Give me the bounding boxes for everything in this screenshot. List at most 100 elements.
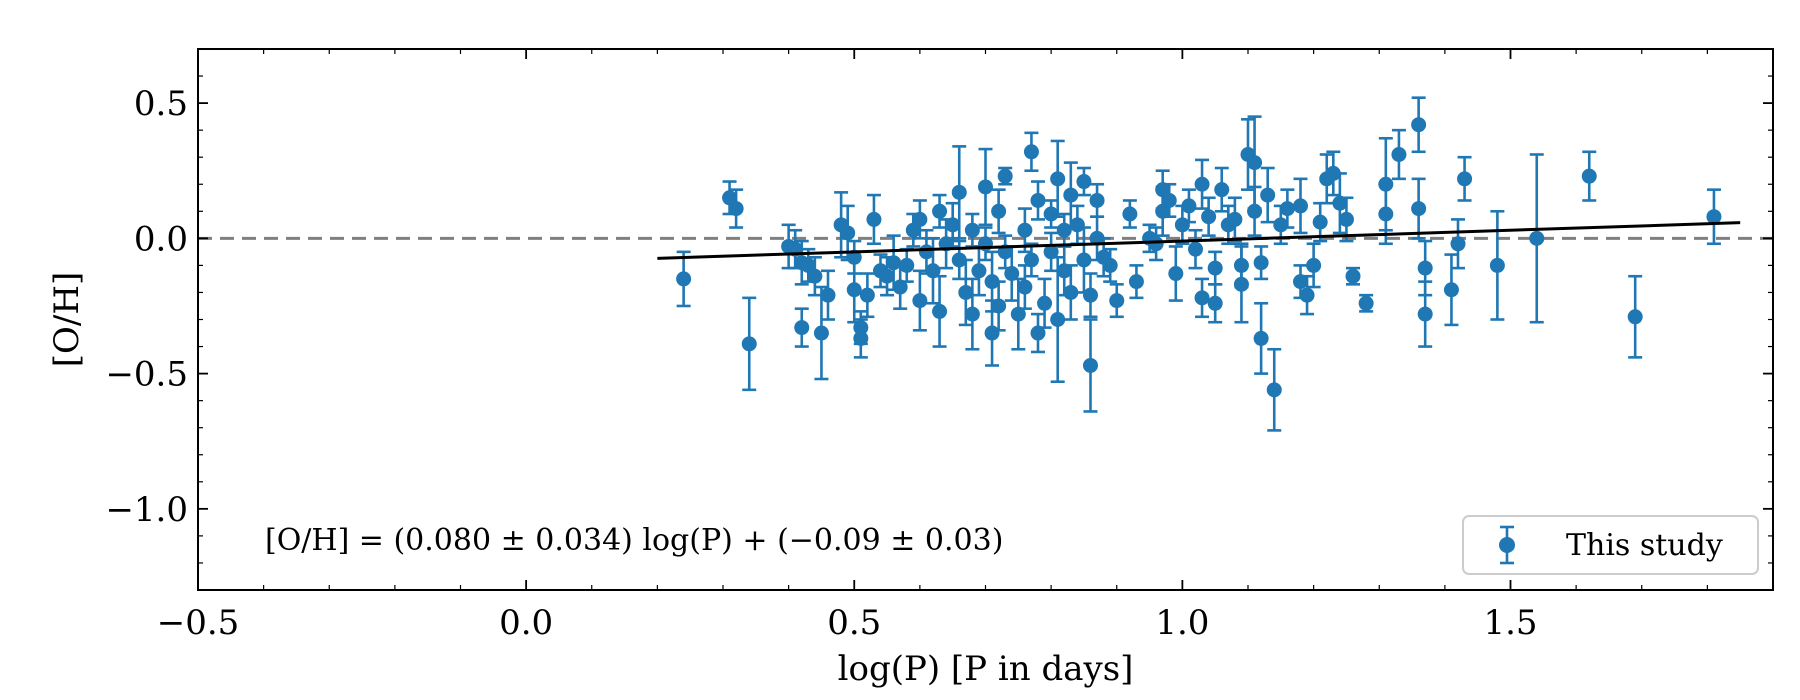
data-point-marker [1345,268,1361,284]
data-point-marker [1214,182,1230,198]
data-point [1358,293,1374,313]
data-point [1043,199,1059,229]
data-point [1148,226,1164,262]
y-tick-label: 0.0 [134,219,188,259]
data-point [978,226,993,262]
data-point [807,255,823,297]
data-point-marker [1266,382,1282,398]
y-tick-label: −0.5 [105,355,188,395]
x-tick-label: 0.0 [499,603,553,643]
data-point-marker [1581,168,1597,184]
data-point [1233,245,1249,324]
data-point-marker [1489,257,1505,273]
data-point [1253,301,1269,375]
data-point-marker [932,303,948,319]
data-point-marker [971,263,987,279]
data-point [991,188,1007,235]
data-point [866,193,882,246]
data-point-marker [728,201,744,217]
data-point [1227,196,1243,243]
data-point [1050,255,1066,384]
data-point [1581,150,1597,202]
fit-line [657,221,1741,260]
data-point [1122,199,1138,229]
data-point [964,277,980,351]
x-axis-label: log(P) [P in days] [838,649,1134,689]
data-point [1450,218,1466,270]
data-point [1417,280,1433,348]
data-point-marker [892,279,908,295]
data-point-marker [1188,241,1203,257]
data-point-marker [925,263,941,279]
data-point [1030,180,1046,221]
data-point-marker [1207,260,1223,276]
data-point-marker [1050,171,1066,187]
data-point [1411,96,1427,154]
data-point-marker [820,287,836,303]
data-point-marker [859,287,875,303]
data-point [991,280,1007,332]
data-point [1293,177,1308,235]
data-point [833,191,849,259]
data-point [1017,264,1033,310]
data-point [676,250,692,308]
data-point [971,245,987,297]
data-point-marker [932,203,948,219]
data-point-marker [1168,266,1184,282]
data-point-marker [1279,201,1295,217]
fit-equation-annotation: [O/H] = (0.080 ± 0.034) log(P) + (−0.09 … [265,523,1003,558]
data-point-marker [879,268,895,284]
data-point-marker [984,325,1000,341]
data-point [1529,153,1545,324]
data-point [853,318,869,359]
data-point [1345,266,1361,286]
data-point-marker [1529,230,1545,246]
data-point-marker [1332,195,1348,211]
data-point [820,269,836,321]
data-point [951,145,967,240]
data-point [1102,247,1118,283]
data-point-marker [800,257,816,273]
data-point-marker [905,222,921,238]
data-point-marker [1030,325,1046,341]
data-point-marker [1037,295,1053,311]
data-point [978,147,993,227]
data-point-marker [1155,182,1171,198]
legend-point-marker [1499,537,1515,553]
data-point-marker [676,271,692,287]
data-point [997,166,1013,186]
data-point [1168,245,1184,302]
data-point [741,296,757,392]
data-point-marker [1023,144,1039,160]
data-point-marker [1299,287,1315,303]
data-point-marker [1247,155,1263,171]
data-point [1279,188,1295,229]
data-point [886,234,902,292]
data-point-marker [853,330,869,346]
data-point-marker [1089,192,1105,208]
data-point-marker [1076,252,1092,268]
data-point-marker [1128,274,1144,290]
data-point-marker [1122,206,1138,222]
data-point [1247,185,1263,237]
data-point [1253,245,1269,281]
data-point-marker [1010,306,1026,322]
data-point [1299,274,1315,316]
data-point [1050,139,1066,219]
data-point [1207,283,1223,324]
data-point-marker [1076,174,1092,190]
data-point [1056,212,1072,248]
data-point-marker [899,257,915,273]
data-point-marker [1056,263,1072,279]
data-point [1207,250,1223,286]
data-point [1489,210,1505,321]
data-point-marker [951,184,967,200]
data-point-marker [1063,284,1079,300]
data-point-marker [1194,176,1210,192]
data-point-marker [813,325,829,341]
data-point-marker [964,306,980,322]
data-point-marker [1017,222,1033,238]
data-point [1312,201,1328,243]
data-point-marker [912,293,928,309]
x-tick-label: 0.5 [827,603,881,643]
